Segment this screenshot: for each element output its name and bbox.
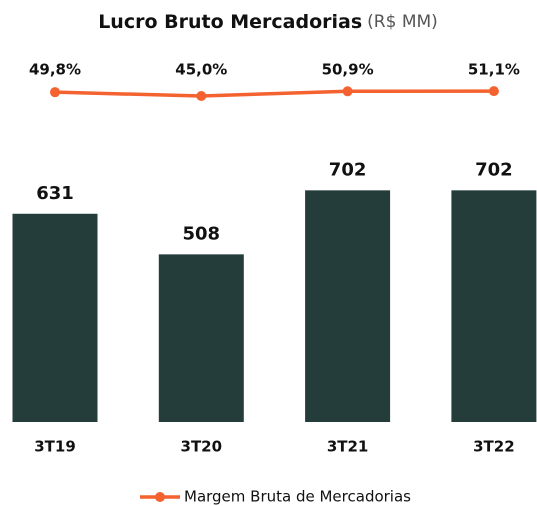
- chart-title-group: Lucro Bruto Mercadorias (R$ MM): [98, 11, 438, 33]
- bar-value-label: 631: [36, 183, 74, 204]
- line-point: [342, 86, 353, 97]
- legend-label: Margem Bruta de Mercadorias: [184, 488, 411, 506]
- line-point: [196, 91, 207, 101]
- chart-title: Lucro Bruto Mercadorias: [98, 11, 362, 33]
- line: [54, 89, 494, 98]
- line-point: [50, 87, 60, 98]
- bar: [451, 190, 537, 422]
- line-value-label: 50,9%: [322, 61, 374, 79]
- bar: [305, 190, 391, 422]
- legend-marker: [155, 492, 165, 502]
- bar: [12, 213, 98, 422]
- x-tick-label: 3T19: [34, 438, 76, 456]
- bar-value-label: 702: [329, 159, 367, 180]
- line-value-label: 51,1%: [468, 61, 520, 79]
- chart-subtitle: (R$ MM): [367, 12, 438, 32]
- line-value-label: 49,8%: [29, 61, 81, 79]
- line-point: [488, 86, 499, 97]
- bar-value-label: 508: [183, 223, 221, 244]
- x-tick-label: 3T20: [181, 438, 223, 456]
- x-tick-label: 3T21: [327, 438, 369, 456]
- bar: [158, 254, 244, 422]
- line-value-label: 45,0%: [175, 61, 227, 79]
- bar-value-label: 702: [475, 159, 513, 180]
- x-tick-label: 3T22: [473, 438, 515, 456]
